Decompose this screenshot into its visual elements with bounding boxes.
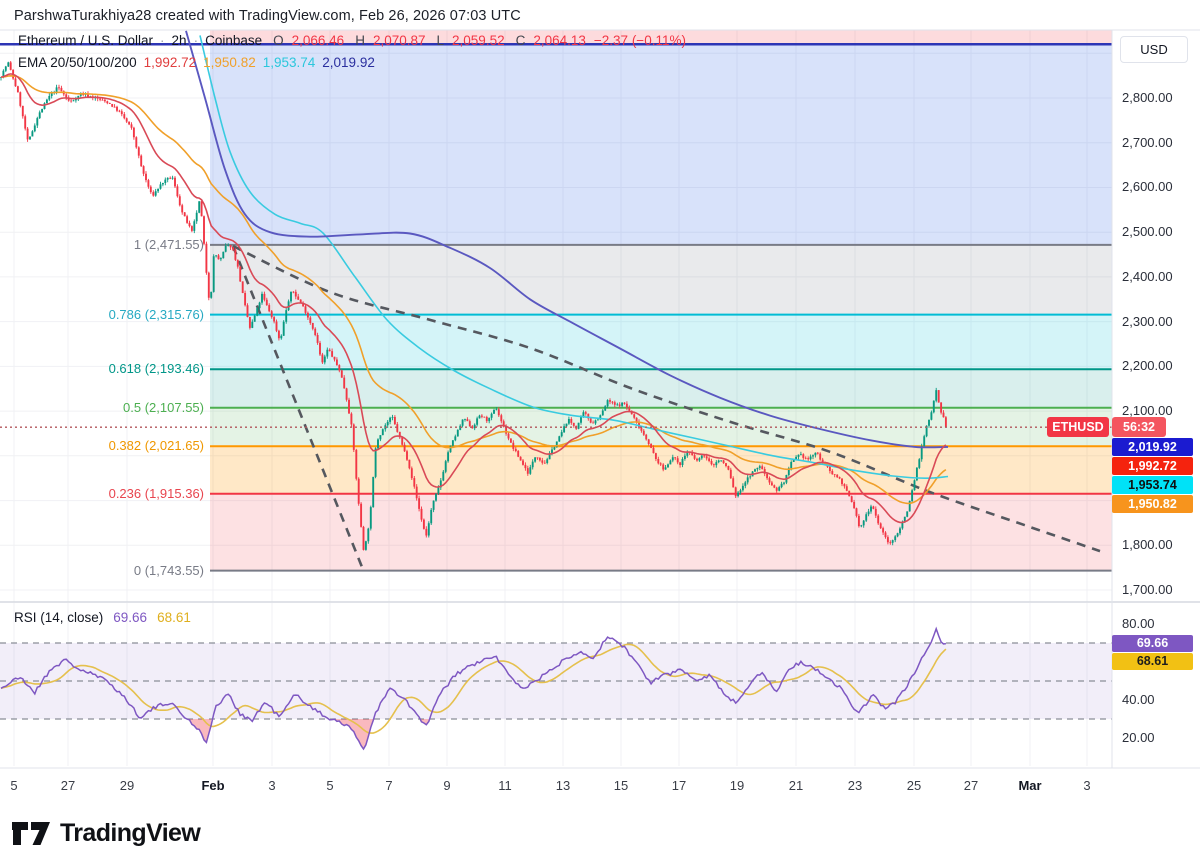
rsi-badge: 69.66 — [1112, 634, 1193, 652]
change-value: −2.37 (−0.11%) — [593, 33, 686, 48]
price-badge: 1,953.74 — [1112, 475, 1193, 494]
price-tick-label: 2,400.00 — [1122, 268, 1173, 284]
time-tick-label: 29 — [119, 778, 135, 793]
price-tick-label: 2,600.00 — [1122, 179, 1173, 195]
rsi-legend-title: RSI (14, close) — [14, 610, 104, 625]
symbol-legend[interactable]: Ethereum / U.S. Dollar · 2h · Coinbase O… — [18, 33, 686, 48]
price-tick-label: 2,200.00 — [1122, 358, 1173, 374]
ema20-value: 1,992.72 — [143, 55, 197, 70]
symbol-price-badge: ETHUSD — [1047, 417, 1109, 437]
rsi-value: 69.66 — [113, 610, 148, 625]
interval-label: 2h — [171, 33, 187, 48]
fib-level-label: 0.382 (2,021.65) — [108, 438, 204, 454]
fib-level-label: 1 (2,471.55) — [133, 236, 204, 252]
time-tick-label: 25 — [906, 778, 922, 793]
fib-level-label: 0.618 (2,193.46) — [108, 361, 204, 377]
price-badge: 2,019.92 — [1112, 437, 1193, 456]
fib-level-label: 0.236 (1,915.36) — [108, 485, 204, 501]
attribution-text: ParshwaTurakhiya28 created with TradingV… — [14, 8, 521, 24]
ema50-value: 1,950.82 — [203, 55, 256, 70]
time-tick-label: 3 — [268, 778, 276, 793]
tradingview-glyph-icon — [12, 822, 50, 845]
price-badge: 1,992.72 — [1112, 456, 1193, 475]
ema100-value: 1,953.74 — [262, 55, 316, 70]
time-tick-label: 17 — [671, 778, 687, 793]
fib-level-label: 0.5 (2,107.55) — [123, 399, 204, 415]
fib-level-label: 0.786 (2,315.76) — [108, 306, 204, 322]
open-value: 2,066.46 — [291, 33, 345, 48]
legend-separator: · — [193, 33, 199, 48]
tradingview-logo[interactable]: TradingView — [12, 818, 201, 848]
ema200-value: 2,019.92 — [322, 55, 375, 70]
time-tick-label: 11 — [498, 778, 512, 793]
low-label: L — [436, 33, 445, 48]
time-tick-label: Mar — [1018, 778, 1042, 793]
rsi-ma-value: 68.61 — [157, 610, 191, 625]
symbol-name: Ethereum / U.S. Dollar — [18, 33, 154, 48]
time-tick-label: 19 — [729, 778, 745, 793]
time-tick-label: 27 — [60, 778, 76, 793]
rsi-legend[interactable]: RSI (14, close) 69.66 68.61 — [14, 610, 191, 625]
time-tick-label: 21 — [788, 778, 804, 793]
price-tick-label: 1,700.00 — [1122, 582, 1173, 598]
low-value: 2,059.52 — [452, 33, 505, 48]
time-tick-label: 15 — [613, 778, 629, 793]
price-badge: 1,950.82 — [1112, 494, 1193, 513]
close-value: 2,064.13 — [533, 33, 586, 48]
ema-legend[interactable]: EMA 20/50/100/200 1,992.72 1,950.82 1,95… — [18, 55, 375, 70]
rsi-tick-label: 40.00 — [1122, 692, 1155, 707]
ema-legend-label: EMA 20/50/100/200 — [18, 55, 137, 70]
exchange-label: Coinbase — [205, 33, 263, 48]
time-tick-label: 7 — [385, 778, 393, 793]
time-tick-label: Feb — [201, 778, 225, 793]
high-value: 2,070.87 — [372, 33, 426, 48]
time-tick-label: 9 — [443, 778, 451, 793]
time-tick-label: 5 — [10, 778, 18, 793]
price-tick-label: 2,700.00 — [1122, 134, 1173, 150]
legend-separator: · — [160, 33, 165, 48]
time-tick-label: 5 — [326, 778, 334, 793]
currency-label[interactable]: USD — [1120, 36, 1188, 63]
price-tick-label: 2,100.00 — [1122, 403, 1173, 419]
rsi-badge: 68.61 — [1112, 652, 1193, 670]
rsi-tick-label: 20.00 — [1122, 730, 1155, 745]
rsi-tick-label: 80.00 — [1122, 616, 1155, 631]
time-tick-label: 23 — [847, 778, 863, 793]
brand-text: TradingView — [60, 818, 201, 847]
price-tick-label: 1,800.00 — [1122, 537, 1173, 553]
time-tick-label: 13 — [555, 778, 571, 793]
fib-level-labels: 1 (2,471.55) 0.786 (2,315.76) 0.618 (2,193… — [0, 0, 204, 600]
fib-level-label: 0 (1,743.55) — [133, 562, 204, 578]
close-label: C — [515, 33, 526, 48]
time-tick-label: 3 — [1083, 778, 1091, 793]
bar-countdown-badge: 56:32 — [1112, 417, 1166, 437]
price-tick-label: 2,500.00 — [1122, 224, 1173, 240]
open-label: O — [273, 33, 284, 48]
price-tick-label: 2,300.00 — [1122, 313, 1173, 329]
price-tick-label: 2,800.00 — [1122, 90, 1173, 105]
time-tick-label: 27 — [963, 778, 979, 793]
high-label: H — [355, 33, 365, 48]
